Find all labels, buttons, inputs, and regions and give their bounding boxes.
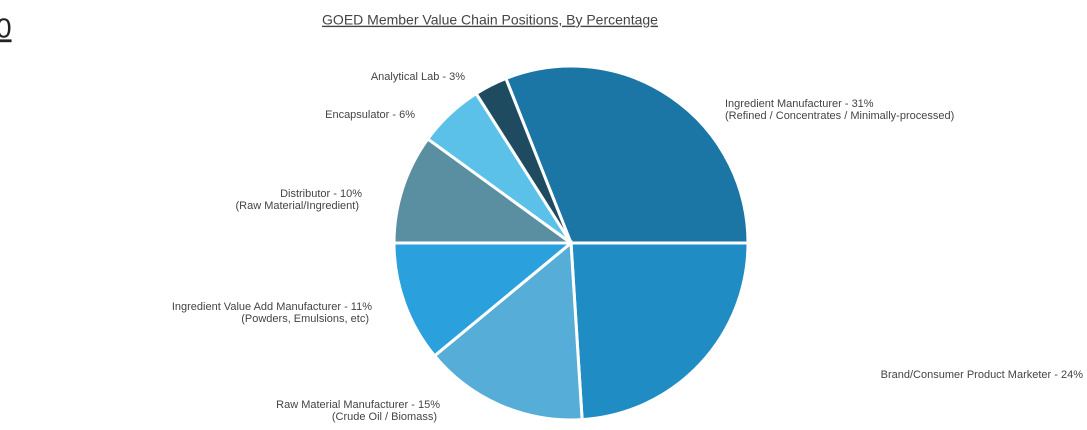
pie-slice: [392, 241, 576, 358]
slice-label: Distributor - 10%: [280, 188, 362, 200]
slice-note: (Powders, Emulsions, etc): [241, 313, 369, 325]
pie-slice: [392, 136, 576, 245]
slice-label: Ingredient Value Add Manufacturer - 11%: [172, 301, 372, 313]
slice-label: Raw Material Manufacturer - 15%: [276, 399, 440, 411]
pie-slice: [474, 76, 573, 244]
slice-label: Encapsulator - 6%: [325, 109, 415, 121]
slice-note: (Raw Material/Ingredient): [236, 200, 360, 212]
pie-slice: [503, 64, 750, 245]
slice-note: (Crude Oil / Biomass): [332, 411, 437, 423]
pie-slice: [432, 239, 584, 422]
pie-slice: [569, 241, 750, 422]
slice-label: Ingredient Manufacturer - 31%: [725, 98, 874, 110]
chart-title: GOED Member Value Chain Positions, By Pe…: [322, 12, 658, 28]
slice-label: Analytical Lab - 3%: [371, 71, 465, 83]
slice-label: Brand/Consumer Product Marketer - 24%: [881, 369, 1084, 381]
slice-note: (Refined / Concentrates / Minimally-proc…: [725, 110, 954, 122]
slide-number: 0: [0, 12, 12, 43]
